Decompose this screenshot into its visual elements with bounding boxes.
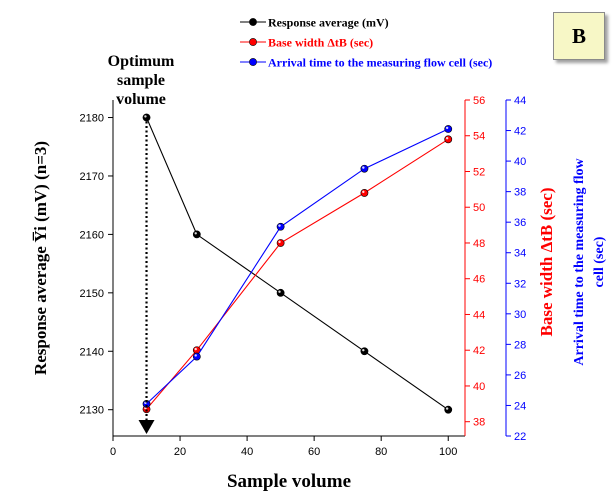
series-point-highlight-1 [445, 137, 449, 140]
series-point-2 [276, 222, 285, 231]
annotation-text-line: volume [116, 91, 166, 108]
right-outer-y-tick-label: 38 [514, 187, 526, 199]
series-point-1 [360, 189, 369, 197]
series-point-highlight-2 [362, 166, 365, 169]
annotation-arrowhead [138, 420, 155, 434]
right-inner-y-tick-label: 46 [473, 274, 485, 286]
series-point-highlight-2 [278, 224, 281, 227]
series-point-0 [142, 113, 151, 122]
right-inner-y-axis-title: Base width ΔtB (sec) [537, 187, 556, 336]
series-point-highlight-2 [194, 354, 197, 357]
series-point-2 [444, 125, 453, 133]
series-point-0 [276, 288, 285, 297]
series-point-highlight-0 [362, 348, 365, 352]
series-point-highlight-2 [445, 126, 449, 130]
series-point-highlight-1 [362, 190, 365, 194]
right-outer-y-tick-label: 32 [514, 278, 526, 290]
right-outer-y-tick-label: 40 [514, 156, 526, 168]
left-y-tick-label: 2160 [80, 229, 104, 241]
right-inner-y-tick-label: 42 [473, 345, 485, 357]
axes: 0 20 40 60 80 100 Sample volume 2130 2140 2150 216… [31, 95, 607, 492]
x-axis-title: Sample volume [227, 471, 351, 492]
panel-label-badge: B [553, 12, 605, 60]
right-inner-y-tick-label: 40 [473, 381, 485, 393]
series-point-2 [192, 352, 201, 361]
legend-label-2: Arrival time to the measuring flow cell … [268, 56, 492, 70]
legend-label-1: Base width ΔtB (sec) [268, 36, 373, 50]
right-outer-y-tick-label: 24 [514, 400, 526, 412]
right-outer-y-tick-label: 44 [514, 95, 526, 107]
right-outer-y-tick-label: 36 [514, 217, 526, 229]
legend-marker-1 [249, 38, 257, 46]
x-tick-label: 100 [439, 446, 457, 458]
annotation-text-line: Optimum [108, 53, 175, 70]
right-inner-y-tick-label: 52 [473, 166, 485, 178]
series-point-highlight-0 [144, 115, 147, 118]
left-y-tick-label: 2140 [80, 346, 104, 358]
series-point-highlight-0 [278, 290, 281, 293]
right-inner-y-tick-label: 48 [473, 238, 485, 250]
series-point-0 [192, 230, 201, 239]
right-inner-y-tick-label: 56 [473, 95, 485, 107]
series-point-highlight-0 [445, 407, 449, 410]
left-y-tick-label: 2180 [80, 113, 104, 125]
legend-marker-2 [249, 58, 257, 66]
legend-label-0: Response average (mV) [268, 16, 389, 30]
right-inner-y-tick-label: 54 [473, 131, 485, 143]
series-point-2 [360, 164, 369, 173]
annotation-text-line: sample [117, 72, 165, 89]
x-tick-label: 80 [375, 446, 387, 458]
right-inner-y-tick-label: 50 [473, 202, 485, 214]
x-tick-label: 40 [241, 446, 253, 458]
series-point-1 [276, 239, 285, 247]
legend-marker-0 [249, 18, 257, 26]
series-point-0 [444, 405, 453, 414]
series-point-highlight-1 [194, 347, 197, 351]
series-line-2 [146, 128, 449, 405]
right-outer-y-tick-label: 34 [514, 248, 526, 260]
annotation: Optimum sample volume [108, 53, 175, 434]
x-tick-label: 60 [308, 446, 320, 458]
left-y-axis-title: Response average Y̅i (mV) (n=3) [31, 141, 50, 375]
series-point-highlight-1 [278, 240, 281, 244]
x-tick-label: 0 [110, 446, 116, 458]
left-y-tick-label: 2170 [80, 171, 104, 183]
right-outer-y-tick-label: 22 [514, 431, 526, 443]
left-y-tick-label: 2130 [80, 405, 104, 417]
series-point-1 [444, 135, 453, 144]
right-outer-y-tick-label: 30 [514, 309, 526, 321]
series-line-1 [146, 138, 449, 410]
right-outer-y-tick-label: 26 [514, 370, 526, 382]
right-outer-y-tick-label: 28 [514, 339, 526, 351]
series-point-0 [360, 347, 369, 356]
series-point-highlight-0 [194, 232, 197, 235]
right-inner-y-tick-label: 38 [473, 417, 485, 429]
right-outer-y-tick-label: 42 [514, 126, 526, 138]
left-y-tick-label: 2150 [80, 288, 104, 300]
plot-series [142, 113, 453, 414]
x-tick-label: 20 [174, 446, 186, 458]
right-inner-y-tick-label: 44 [473, 309, 485, 321]
legend: Response average (mV) Base width ΔtB (sec… [240, 16, 492, 70]
series-line-0 [145, 117, 449, 411]
right-outer-y-axis-title: Arrival time to the measuring flow cell (… [572, 157, 607, 365]
